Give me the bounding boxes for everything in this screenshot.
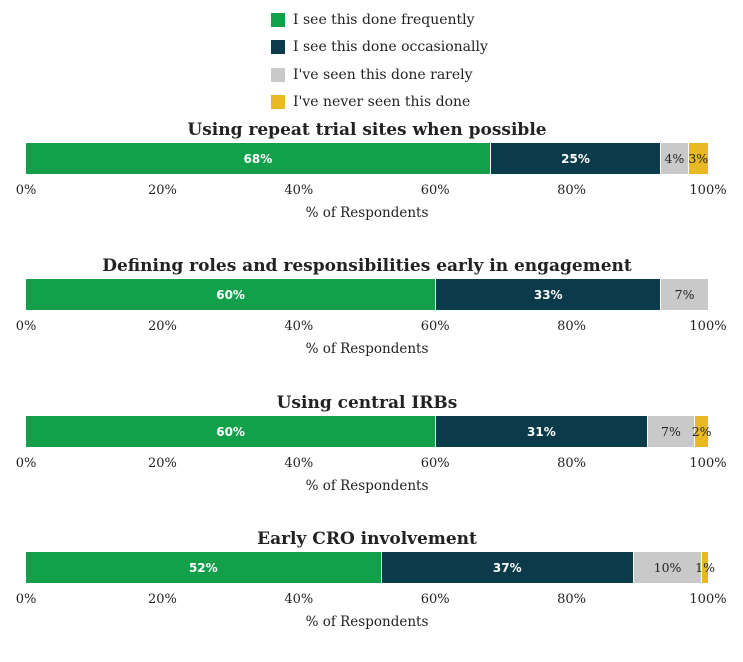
data-label: 2% [691,424,712,439]
data-label: 31% [527,424,556,439]
stacked-bar: 52% 37% 10% 1% [26,552,715,583]
legend-swatch [271,95,285,110]
bar-segment-frequently: 60% [26,416,436,447]
data-label: 25% [561,151,590,166]
x-tick-label: 20% [147,319,177,334]
x-axis-label: % of Respondents [305,205,429,221]
legend-item: I've never seen this done [271,89,488,117]
data-label: 37% [492,560,522,575]
x-tick-label: 100% [689,456,727,471]
x-tick-label: 80% [557,183,587,198]
data-label: 10% [653,560,682,575]
x-tick-label: 40% [284,592,314,607]
stacked-bar: 60% 33% 7% [26,279,708,310]
stacked-bar: 68% 25% 4% 3% [26,143,708,174]
x-tick-label: 60% [420,319,450,334]
legend: I see this done frequently I see this don… [271,6,488,116]
chart-title: Using central IRBs [276,393,458,413]
bar-segment-never: 3% [687,143,709,174]
x-tick-label: 60% [420,456,450,471]
legend-swatch [271,40,285,55]
bar-segment-occasionally: 33% [435,279,661,310]
bar-segment-rarely: 4% [660,143,688,174]
legend-label: I've seen this done rarely [293,66,473,83]
x-tick-label: 80% [557,592,587,607]
data-label: 4% [664,151,685,166]
bar-segment-occasionally: 25% [489,143,661,174]
chart-panel: Using central IRBs 60% 31% 7% 2% 0% 20% 40% 60% 8… [0,393,743,529]
x-tick-label: 20% [147,183,177,198]
x-tick-label: 0% [15,456,37,471]
chart-title: Defining roles and responsibilities earl… [102,256,632,276]
x-tick-label: 100% [689,592,727,607]
chart-title: Using repeat trial sites when possible [187,120,547,140]
legend-label: I've never seen this done [293,94,471,111]
x-tick-label: 0% [15,592,37,607]
legend-swatch [271,67,285,82]
x-tick-label: 0% [15,319,37,334]
x-tick-label: 20% [147,456,177,471]
x-tick-label: 40% [284,456,314,471]
bar-segment-rarely: 7% [646,416,695,447]
bar-segment-rarely: 7% [660,279,708,310]
x-tick-label: 80% [557,319,587,334]
data-label: 1% [695,560,715,575]
data-label: 60% [216,424,245,439]
data-label: 33% [533,287,563,302]
x-tick-label: 40% [284,319,314,334]
bar-segment-never: 2% [692,416,712,447]
stacked-bar: 60% 31% 7% 2% [26,416,712,447]
chart-title: Early CRO involvement [257,529,477,549]
legend-label: I see this done occasionally [293,39,488,56]
data-label: 7% [674,287,695,302]
x-tick-label: 0% [15,183,37,198]
x-tick-label: 40% [284,183,314,198]
data-label: 68% [243,151,273,166]
x-tick-label: 100% [689,183,727,198]
x-tick-label: 60% [420,592,450,607]
chart-panel: Defining roles and responsibilities earl… [0,256,743,392]
data-label: 7% [661,424,681,439]
legend-item: I've seen this done rarely [271,61,488,89]
x-axis-label: % of Respondents [305,478,429,494]
legend-label: I see this done frequently [293,11,475,28]
x-tick-label: 60% [420,183,450,198]
chart-panel: Early CRO involvement 52% 37% 10% 1% 0% 20% 40%… [0,529,743,662]
bar-segment-frequently: 68% [26,143,490,174]
x-axis-label: % of Respondents [305,341,429,357]
data-label: 52% [188,560,218,575]
data-label: 3% [688,151,709,166]
chart-panel: Using repeat trial sites when possible 68… [0,120,743,256]
bar-segment-frequently: 60% [26,279,436,310]
x-tick-label: 100% [689,319,727,334]
data-label: 60% [216,287,245,302]
bar-segment-occasionally: 31% [435,416,647,447]
x-tick-label: 80% [557,456,587,471]
bar-segment-frequently: 52% [26,552,381,583]
legend-swatch [271,12,285,27]
x-tick-label: 20% [147,592,177,607]
bar-segment-occasionally: 37% [380,552,633,583]
legend-item: I see this done frequently [271,6,488,34]
x-axis-label: % of Respondents [305,614,429,630]
bar-segment-never: 1% [695,552,715,583]
bar-segment-rarely: 10% [632,552,702,583]
legend-item: I see this done occasionally [271,34,488,62]
